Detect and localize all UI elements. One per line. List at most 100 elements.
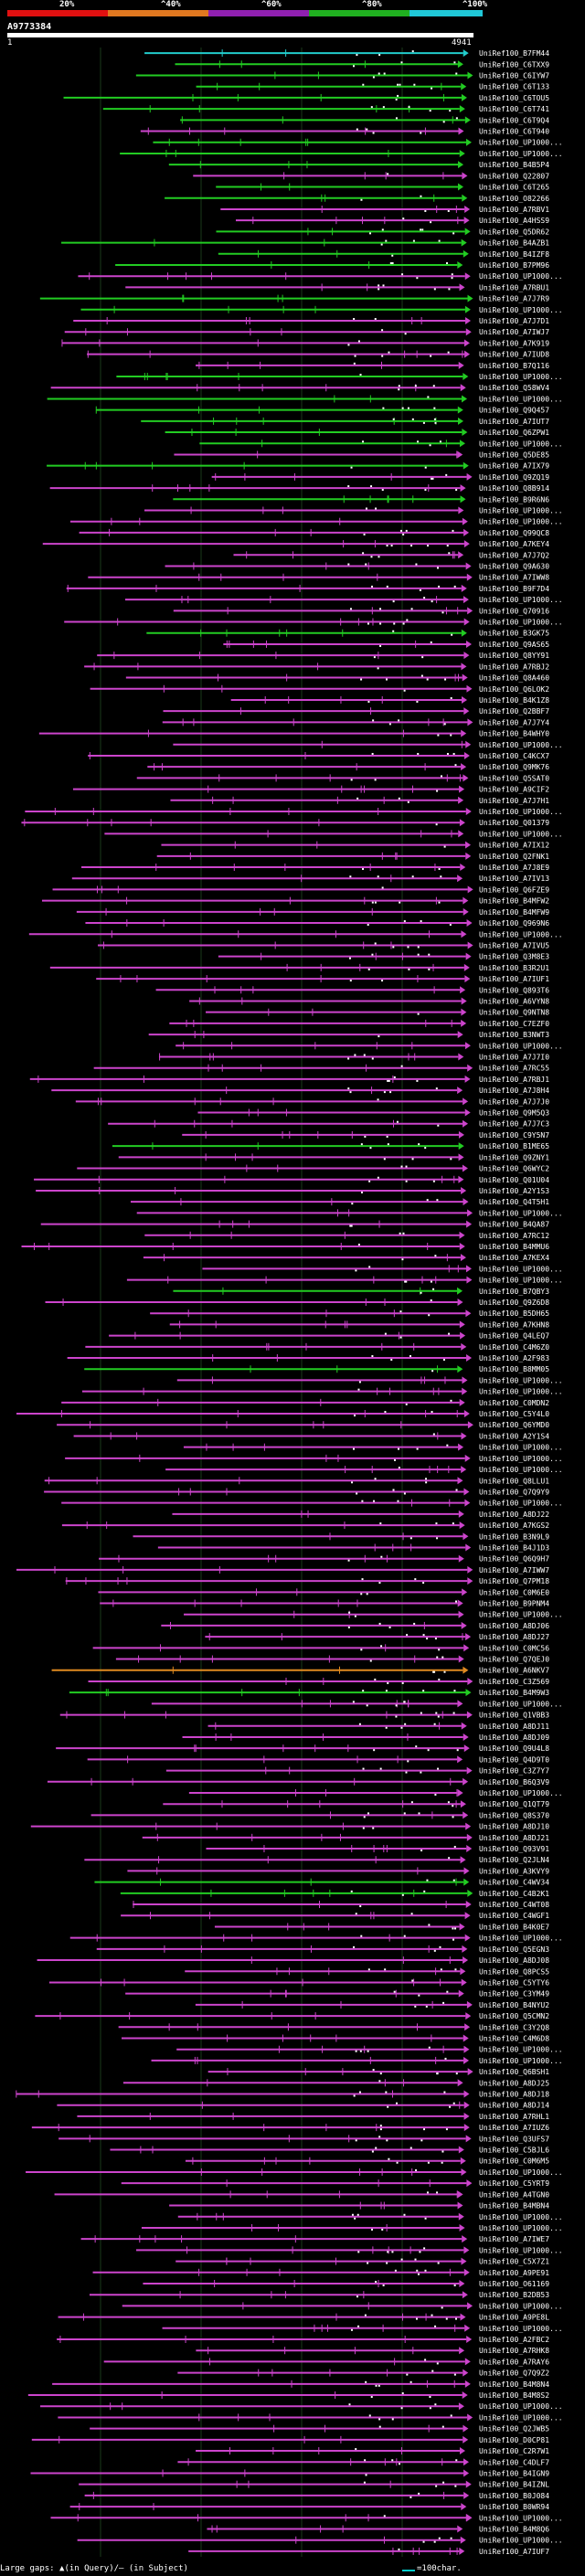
hit-row[interactable]: UniRef100_Q8S370 [90, 1811, 550, 1819]
hit-row[interactable]: UniRef100_C4DLF7 [177, 2458, 549, 2466]
hit-label[interactable]: UniRef100_Q6ZPW1 [479, 429, 549, 437]
hit-label[interactable]: UniRef100_A7RAY6 [479, 2358, 549, 2366]
hit-row[interactable]: UniRef100_B4IGN9 [30, 2469, 549, 2477]
hit-row[interactable]: UniRef100_B7FM44 [144, 49, 549, 58]
hit-label[interactable]: UniRef100_UP1000... [479, 139, 563, 147]
hit-label[interactable]: UniRef100_A7KEX4 [479, 1254, 549, 1262]
hit-row[interactable]: UniRef100_Q4D9T0 [87, 1755, 550, 1764]
hit-label[interactable]: UniRef100_UP1000... [479, 440, 563, 448]
hit-row[interactable]: UniRef100_B8MM05 [84, 1365, 549, 1373]
hit-row[interactable]: UniRef100_Q6BSH1 [207, 2068, 550, 2076]
hit-label[interactable]: UniRef100_C5X7Z1 [479, 2258, 549, 2266]
hit-row[interactable]: UniRef100_A8DJ08 [37, 1956, 550, 1965]
hit-label[interactable]: UniRef100_Q9U4L8 [479, 1744, 549, 1753]
hit-row[interactable]: UniRef100_UP1000... [64, 618, 563, 627]
hit-label[interactable]: UniRef100_B4IZF8 [479, 250, 549, 259]
hit-row[interactable]: UniRef100_UP1000... [151, 2056, 563, 2065]
hit-row[interactable]: UniRef100_C6T741 [102, 105, 549, 113]
hit-label[interactable]: UniRef100_Q5DR62 [479, 228, 549, 236]
hit-label[interactable]: UniRef100_A8DJ25 [479, 2079, 549, 2087]
hit-label[interactable]: UniRef100_C2R7W1 [479, 2447, 549, 2455]
hit-label[interactable]: UniRef100_UP1000... [479, 1444, 563, 1452]
hit-row[interactable]: UniRef100_UP1000... [126, 1276, 563, 1285]
hit-label[interactable]: UniRef100_UP1000... [479, 2514, 563, 2522]
hit-row[interactable]: UniRef100_B7QBY3 [173, 1287, 549, 1296]
hit-row[interactable]: UniRef100_C0MDN2 [61, 1398, 549, 1407]
hit-label[interactable]: UniRef100_C6TXX9 [479, 60, 549, 69]
hit-label[interactable]: UniRef100_C4M6Z0 [479, 1343, 549, 1352]
hit-label[interactable]: UniRef100_B4M8Q6 [479, 2525, 549, 2533]
hit-label[interactable]: UniRef100_B9F7D4 [479, 585, 549, 593]
hit-label[interactable]: UniRef100_Q6LOK2 [479, 685, 549, 694]
hit-label[interactable]: UniRef100_A7RHK8 [479, 2347, 549, 2355]
hit-row[interactable]: UniRef100_O61169 [143, 2279, 549, 2288]
hit-label[interactable]: UniRef100_B7Q116 [479, 362, 549, 370]
hit-row[interactable]: UniRef100_Q6FZE9 [52, 885, 550, 894]
hit-label[interactable]: UniRef100_Q1QT79 [479, 1800, 549, 1808]
hit-label[interactable]: UniRef100_A8DJ06 [479, 1622, 549, 1630]
hit-label[interactable]: UniRef100_A9PE91 [479, 2269, 549, 2277]
hit-row[interactable]: UniRef100_A7IUT7 [141, 417, 549, 426]
hit-label[interactable]: UniRef100_B0WR94 [479, 2503, 549, 2511]
hit-row[interactable]: UniRef100_Q6Q9H7 [99, 1554, 549, 1564]
hit-label[interactable]: UniRef100_UP1000... [479, 1935, 563, 1943]
hit-label[interactable]: UniRef100_C4WT08 [479, 1901, 549, 1909]
hit-label[interactable]: UniRef100_Q9MK76 [479, 763, 549, 771]
hit-row[interactable]: UniRef100_A7IUD8 [87, 350, 549, 359]
hit-label[interactable]: UniRef100_A8DJ09 [479, 1733, 549, 1742]
hit-row[interactable]: UniRef100_UP1000... [144, 506, 563, 514]
hit-row[interactable]: UniRef100_UP1000... [104, 830, 563, 838]
hit-label[interactable]: UniRef100_B3R2U1 [479, 964, 549, 972]
hit-row[interactable]: UniRef100_C6T265 [216, 183, 549, 192]
hit-label[interactable]: UniRef100_C7EZF0 [479, 1020, 549, 1028]
hit-label[interactable]: UniRef100_UP1000... [479, 1265, 563, 1273]
hit-row[interactable]: UniRef100_A7RBJ2 [84, 663, 549, 671]
hit-label[interactable]: UniRef100_A7IWE7 [479, 2235, 549, 2243]
hit-label[interactable]: UniRef100_UP1000... [479, 1376, 563, 1384]
hit-label[interactable]: UniRef100_A7RBJ2 [479, 663, 549, 671]
hit-row[interactable]: UniRef100_UP1000... [199, 440, 563, 448]
hit-row[interactable]: UniRef100_C5X7Z1 [176, 2257, 549, 2266]
hit-label[interactable]: UniRef100_Q58WV4 [479, 384, 549, 392]
hit-label[interactable]: UniRef100_A8DJ11 [479, 1723, 549, 1731]
hit-row[interactable]: UniRef100_C0M6E0 [98, 1588, 549, 1596]
hit-label[interactable]: UniRef100_UP1000... [479, 2057, 563, 2065]
hit-row[interactable]: UniRef100_A8DJ18 [16, 2090, 549, 2099]
hit-row[interactable]: UniRef100_Q7Q9Y9 [44, 1488, 549, 1496]
hit-row[interactable]: UniRef100_D0CP81 [31, 2435, 549, 2444]
hit-label[interactable]: UniRef100_A7J7D1 [479, 317, 549, 325]
hit-row[interactable]: UniRef100_A7J7Y4 [162, 718, 549, 726]
hit-label[interactable]: UniRef100_Q99QC8 [479, 529, 549, 537]
hit-label[interactable]: UniRef100_UP1000... [479, 1277, 563, 1285]
hit-label[interactable]: UniRef100_Q2JWB5 [479, 2425, 549, 2433]
hit-row[interactable]: UniRef100_UP1000... [173, 740, 563, 749]
hit-row[interactable]: UniRef100_C4WT08 [133, 1901, 549, 1909]
hit-row[interactable]: UniRef100_Q01379 [21, 819, 549, 827]
hit-row[interactable]: UniRef100_UP1000... [40, 2402, 563, 2411]
hit-label[interactable]: UniRef100_B4MMU6 [479, 1243, 549, 1251]
hit-row[interactable]: UniRef100_A7J7I0 [158, 1053, 549, 1062]
hit-label[interactable]: UniRef100_UP1000... [479, 2413, 563, 2422]
hit-row[interactable]: UniRef100_B4M9W3 [69, 1689, 549, 1697]
hit-row[interactable]: UniRef100_UP1000... [162, 2324, 563, 2333]
hit-label[interactable]: UniRef100_A7IX79 [479, 462, 549, 471]
hit-label[interactable]: UniRef100_A9CIF2 [479, 786, 549, 794]
hit-label[interactable]: UniRef100_Q9AS65 [479, 641, 549, 649]
hit-label[interactable]: UniRef100_B7FM44 [479, 49, 549, 58]
hit-label[interactable]: UniRef100_B2DB53 [479, 2291, 549, 2299]
hit-label[interactable]: UniRef100_UP1000... [479, 619, 563, 627]
hit-row[interactable]: UniRef100_UP1000... [50, 2514, 563, 2522]
hit-label[interactable]: UniRef100_Q4LEQ7 [479, 1332, 549, 1341]
hit-row[interactable]: UniRef100_Q9M5Q3 [197, 1108, 549, 1118]
hit-row[interactable]: UniRef100_A8DJ22 [172, 1510, 549, 1519]
hit-label[interactable]: UniRef100_C6T940 [479, 128, 549, 136]
hit-label[interactable]: UniRef100_UP1000... [479, 2213, 563, 2221]
hit-row[interactable]: UniRef100_A3KVY9 [127, 1867, 549, 1875]
hit-label[interactable]: UniRef100_A2Y1S4 [479, 1432, 549, 1440]
hit-label[interactable]: UniRef100_A7IUT7 [479, 418, 549, 426]
hit-label[interactable]: UniRef100_B4B5P4 [479, 161, 549, 169]
hit-label[interactable]: UniRef100_A7IWJ7 [479, 328, 549, 336]
hit-row[interactable]: UniRef100_C4B2K1 [120, 1889, 549, 1898]
hit-row[interactable]: UniRef100_Q8B914 [49, 484, 550, 493]
hit-row[interactable]: UniRef100_C0MC56 [92, 1644, 550, 1652]
